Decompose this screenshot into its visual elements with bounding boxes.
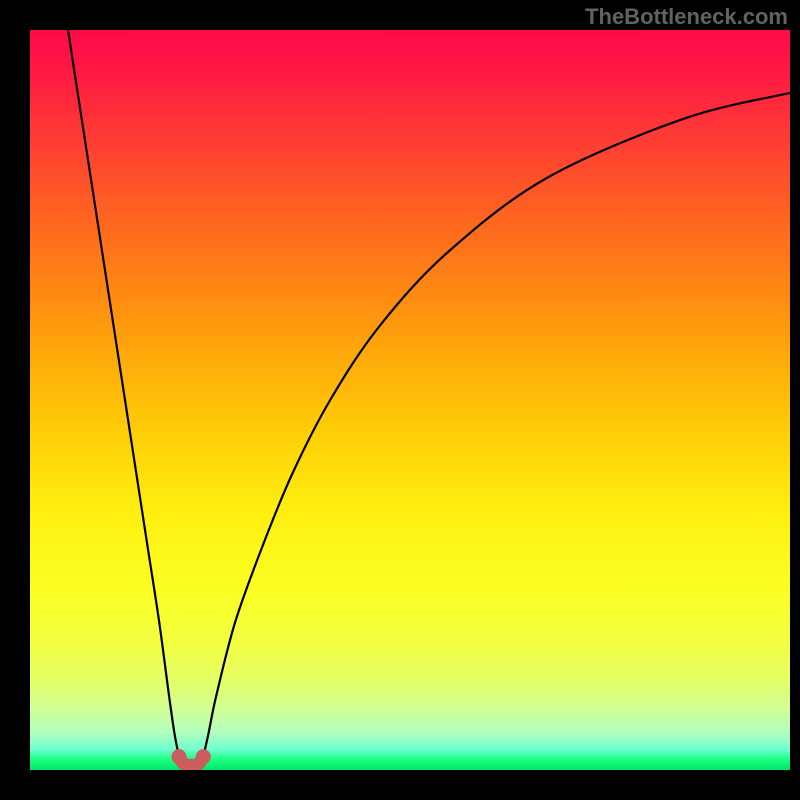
- chart-svg: [30, 30, 790, 770]
- watermark-text: TheBottleneck.com: [585, 4, 788, 30]
- valley-marker-dot-left: [171, 749, 186, 764]
- gradient-background: [30, 30, 790, 770]
- chart-plot-area: [30, 30, 790, 770]
- valley-marker-dot-right: [196, 749, 211, 764]
